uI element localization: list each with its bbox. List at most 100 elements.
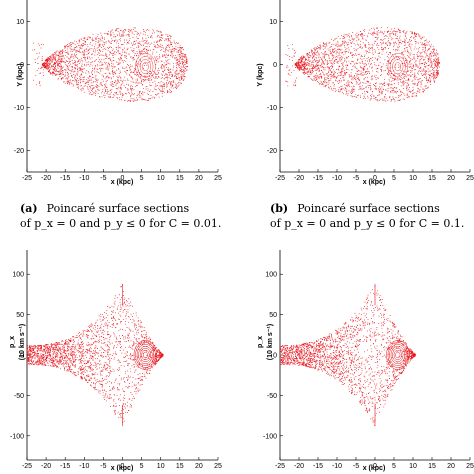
caption-line1-a: Poincaré surface sections: [47, 202, 190, 215]
island-ring-d: [395, 351, 401, 359]
x-tick-label-b: 25: [466, 175, 474, 182]
x-tick-label-c: -5: [100, 463, 106, 470]
x-tick-label-d: -10: [332, 463, 342, 470]
x-tick-label-a: 15: [176, 175, 184, 182]
x-tick-label-a: 5: [140, 175, 144, 182]
caption-line2-b: of p_x = 0 and p_y ≤ 0 for C = 0.1.: [270, 217, 464, 230]
y-axis-label-d-1: p_x: [257, 336, 264, 348]
y-tick-label-c: 100: [12, 272, 24, 279]
scatter-points-d: [279, 286, 416, 426]
scatter-points-c: [26, 284, 164, 423]
island-ring-d: [386, 340, 410, 370]
x-tick-label-b: -15: [313, 175, 323, 182]
x-tick-label-b: 10: [409, 175, 417, 182]
x-axis-label-a: x (kpc): [111, 179, 134, 186]
x-tick-label-b: -10: [332, 175, 342, 182]
scatter-points-b: [285, 27, 440, 102]
y-tick-label-a: -20: [14, 148, 24, 155]
x-tick-label-b: 20: [447, 175, 455, 182]
svg-text:(a) Poincaré surface sec: (a) Poincaré surface sections: [20, 197, 190, 216]
y-axis-label-c-1: p_x: [9, 336, 16, 348]
x-tick-label-c: 0: [121, 463, 125, 470]
y-tick-label-d: -100: [263, 433, 277, 440]
y-axis-label-b: Y (kpc): [257, 63, 264, 86]
y-axis-label-a: Y (kpc): [17, 63, 24, 86]
island-ring-b: [394, 62, 402, 71]
x-tick-label-a: 20: [195, 175, 203, 182]
x-tick-label-d: 25: [466, 463, 474, 470]
x-tick-label-d: 20: [447, 463, 455, 470]
x-tick-label-c: 5: [140, 463, 144, 470]
x-tick-label-d: -5: [353, 463, 359, 470]
y-tick-label-d: 100: [265, 272, 277, 279]
x-tick-label-c: -20: [41, 463, 51, 470]
island-ring-b: [387, 53, 408, 81]
x-tick-label-a: -15: [60, 175, 70, 182]
y-tick-label-d: 0: [273, 353, 277, 360]
x-tick-label-d: 5: [392, 463, 396, 470]
svg-text:(b) Poincaré surface sec: (b) Poincaré surface sections: [270, 197, 440, 216]
x-tick-label-d: 15: [428, 463, 436, 470]
island-ring-d: [392, 347, 404, 363]
y-tick-label-b: -20: [267, 148, 277, 155]
x-axis-label-c: x (kpc): [111, 465, 134, 472]
y-tick-label-b: -10: [267, 105, 277, 112]
x-axis-label-b: x (kpc): [363, 179, 386, 186]
x-tick-label-b: 0: [373, 175, 377, 182]
x-tick-label-a: -5: [100, 175, 106, 182]
x-tick-label-a: 0: [121, 175, 125, 182]
island-ring-d: [393, 349, 402, 361]
x-tick-label-d: -15: [313, 463, 323, 470]
caption-tag-b: (b): [270, 202, 288, 215]
island-ring-a: [139, 59, 151, 75]
y-tick-label-b: 10: [269, 19, 277, 26]
island-ring-c: [135, 342, 156, 368]
island-ring-c: [136, 344, 155, 366]
x-axis-label-d: x (kpc): [363, 465, 386, 472]
y-tick-label-a: 0: [20, 62, 24, 69]
island-ring-c: [138, 346, 153, 364]
caption-tag-a: (a): [20, 202, 38, 215]
x-tick-label-d: -25: [275, 463, 285, 470]
island-ring-c: [141, 349, 150, 361]
island-ring-c: [142, 351, 148, 359]
island-ring-a: [142, 62, 149, 71]
plot-area-b: -25 -20 -15 -10 -5 0 5 10 15 20 25 -20 -10 0 10: [267, 0, 474, 182]
island-ring-a: [135, 53, 156, 81]
x-tick-label-a: 10: [157, 175, 165, 182]
y-tick-label-c: 50: [16, 312, 24, 319]
x-tick-label-a: 25: [214, 175, 222, 182]
x-tick-label-a: -10: [79, 175, 89, 182]
plot-area-a: -25 -20 -15 -10 -5 0 5 10 15 20 25 -20 -10 0 10: [14, 0, 222, 182]
y-tick-label-a: -10: [14, 105, 24, 112]
panel-a: -25 -20 -15 -10 -5 0 5 10 15 20 25 -20 -10 0 10 Y (kpc…: [14, 0, 222, 230]
panel-b: -25 -20 -15 -10 -5 0 5 10 15 20 25 -20 -10 0 10 Y (kpc…: [257, 0, 474, 230]
x-tick-label-d: 0: [373, 463, 377, 470]
y-tick-label-d: 50: [269, 312, 277, 319]
x-tick-label-a: -20: [41, 175, 51, 182]
island-ring-b: [389, 56, 406, 78]
island-ring-d: [389, 344, 407, 366]
x-tick-label-d: 10: [409, 463, 417, 470]
x-tick-label-b: 15: [428, 175, 436, 182]
y-tick-label-c: -50: [14, 393, 24, 400]
scatter-points-a: [32, 27, 188, 102]
caption-line2-a: of p_x = 0 and p_y ≤ 0 for C = 0.01.: [20, 217, 221, 230]
x-tick-label-c: 25: [214, 463, 222, 470]
y-axis-label-d-2: (10 km s⁻¹): [267, 324, 274, 360]
island-ring-c: [133, 340, 158, 370]
island-ring-c: [139, 347, 152, 363]
island-ring-d: [390, 346, 405, 364]
x-tick-label-a: -25: [22, 175, 32, 182]
island-ring-a: [137, 56, 154, 78]
y-tick-label-a: 10: [16, 19, 24, 26]
y-tick-label-d: -50: [267, 393, 277, 400]
x-tick-label-b: 5: [392, 175, 396, 182]
y-tick-label-c: -100: [10, 433, 24, 440]
caption-line1-b: Poincaré surface sections: [297, 202, 440, 215]
x-tick-label-c: -10: [79, 463, 89, 470]
